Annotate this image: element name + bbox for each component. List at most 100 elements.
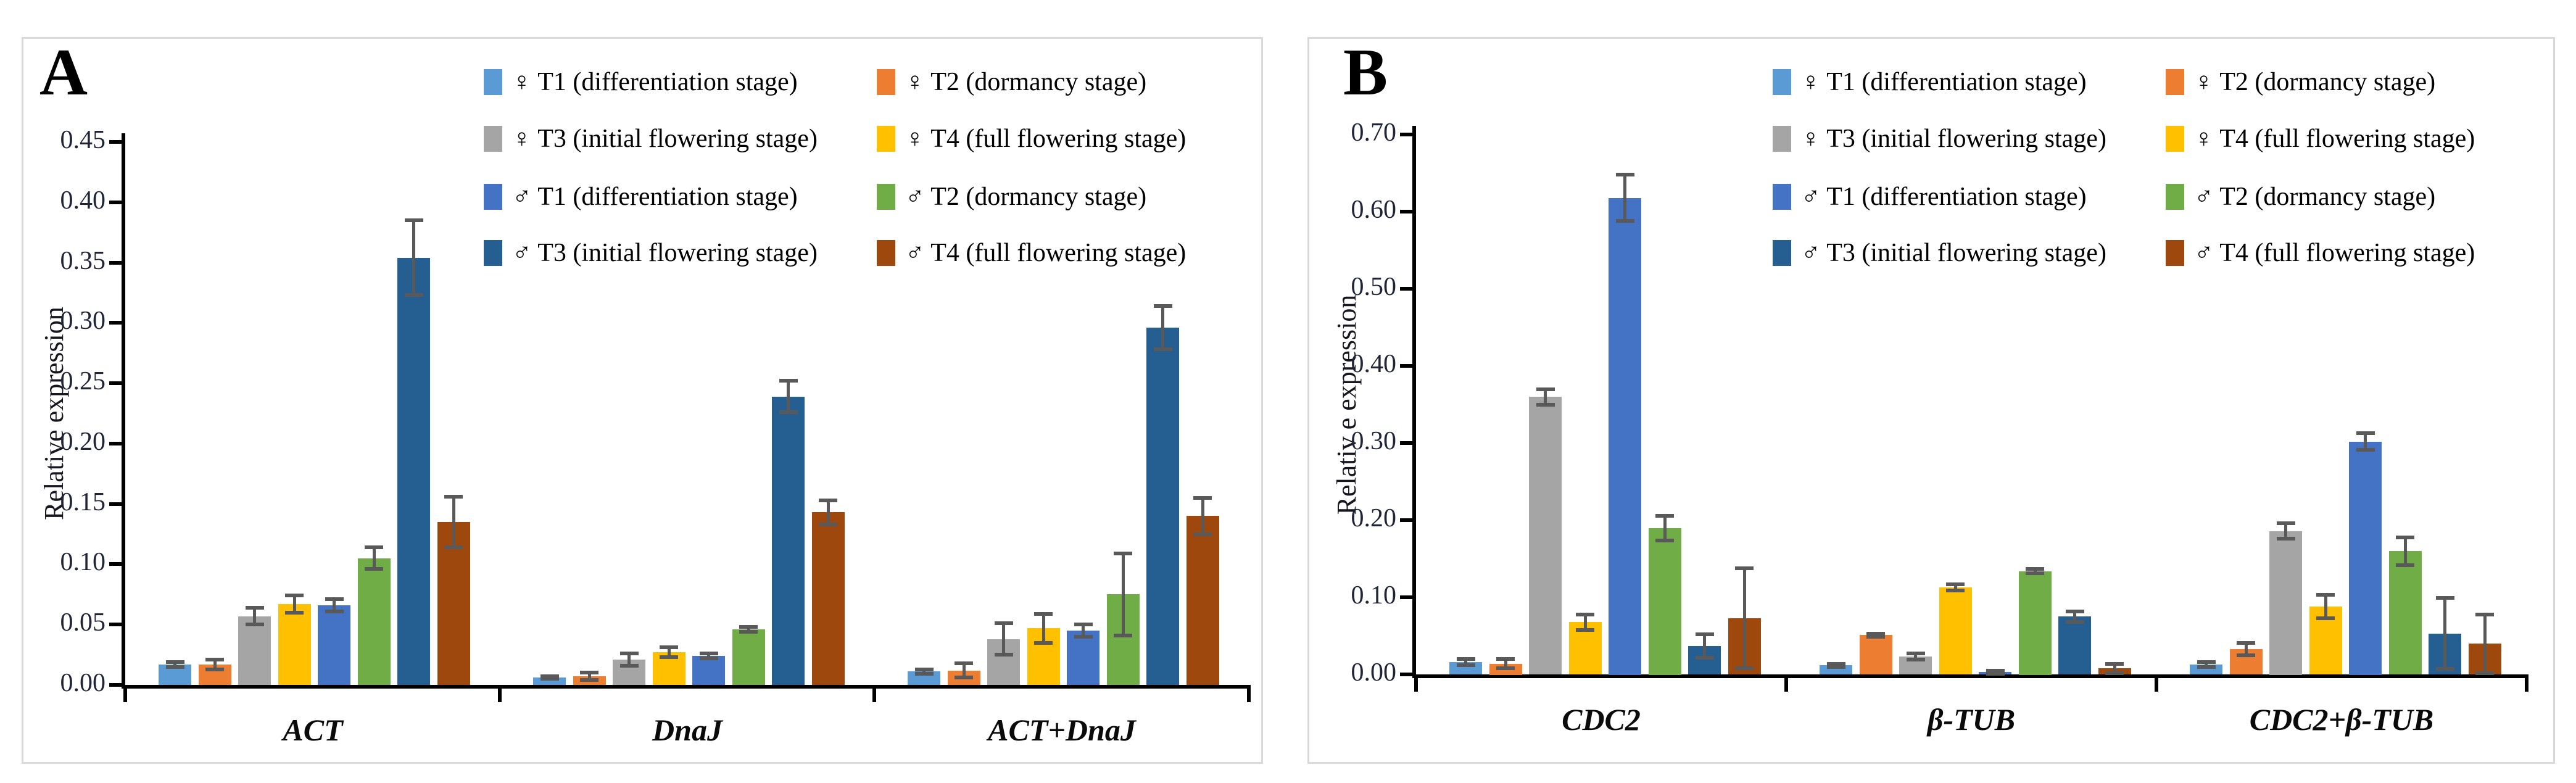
error-bar bbox=[1082, 624, 1085, 637]
error-bar bbox=[995, 653, 1013, 657]
bar bbox=[1187, 516, 1219, 685]
legend-label: ♂ T4 (full flowering stage) bbox=[905, 239, 1187, 267]
error-bar bbox=[246, 623, 264, 626]
error-bar bbox=[166, 665, 184, 669]
error-bar bbox=[588, 673, 591, 680]
error-bar bbox=[700, 657, 718, 660]
error-bar bbox=[1655, 514, 1674, 518]
error-bar bbox=[1827, 662, 1845, 666]
bar bbox=[358, 558, 391, 685]
error-bar bbox=[1735, 566, 1754, 570]
y-tick bbox=[109, 683, 122, 687]
y-tick-label: 0.10 bbox=[60, 548, 106, 576]
legend-swatch bbox=[1773, 126, 1791, 152]
y-tick-label: 0.20 bbox=[1351, 504, 1397, 532]
legend-label: ♀ T3 (initial flowering stage) bbox=[512, 125, 818, 153]
bar bbox=[437, 522, 470, 685]
y-tick-label: 0.00 bbox=[60, 669, 106, 697]
legend-swatch bbox=[484, 126, 502, 152]
legend-label: ♀ T2 (dormancy stage) bbox=[905, 68, 1147, 96]
legend-item: ♀ T1 (differentiation stage) bbox=[484, 65, 798, 99]
error-bar bbox=[1464, 659, 1467, 665]
error-bar bbox=[1914, 653, 1917, 660]
y-tick bbox=[1400, 364, 1412, 368]
y-tick bbox=[1400, 518, 1412, 522]
bar bbox=[1609, 198, 1641, 675]
y-tick bbox=[109, 140, 122, 144]
y-tick bbox=[109, 562, 122, 566]
error-bar bbox=[2364, 433, 2367, 450]
error-bar bbox=[2356, 448, 2375, 452]
error-bar bbox=[2197, 665, 2216, 669]
legend-label: ♀ T3 (initial flowering stage) bbox=[1801, 125, 2106, 153]
bar bbox=[2269, 531, 2302, 675]
y-tick bbox=[109, 442, 122, 445]
bar bbox=[1649, 528, 1681, 675]
error-bar bbox=[668, 647, 671, 657]
error-bar bbox=[627, 653, 631, 666]
error-bar bbox=[1161, 306, 1164, 349]
bar bbox=[2058, 616, 2091, 674]
error-bar bbox=[707, 653, 710, 658]
error-bar bbox=[1002, 623, 1005, 655]
bar bbox=[238, 616, 271, 685]
error-bar bbox=[739, 630, 758, 634]
legend-item: ♂ T3 (initial flowering stage) bbox=[484, 236, 818, 270]
legend-item: ♂ T4 (full flowering stage) bbox=[877, 236, 1186, 270]
bar bbox=[318, 605, 350, 685]
group-label: ACT+DnaJ bbox=[988, 713, 1136, 747]
group-label: β-TUB bbox=[1927, 702, 2016, 737]
error-bar bbox=[1954, 584, 1957, 590]
error-bar bbox=[1696, 632, 1714, 636]
error-bar bbox=[1946, 582, 1965, 586]
y-tick-label: 0.40 bbox=[60, 186, 106, 215]
legend-item: ♀ T4 (full flowering stage) bbox=[2166, 122, 2475, 155]
error-bar bbox=[1866, 632, 1885, 636]
error-bar bbox=[2396, 563, 2414, 567]
error-bar bbox=[995, 621, 1013, 625]
y-axis bbox=[122, 133, 125, 689]
panel-label: B bbox=[1343, 36, 1388, 109]
y-tick-label: 0.15 bbox=[60, 488, 106, 516]
bar bbox=[812, 512, 845, 685]
y-tick-label: 0.45 bbox=[60, 126, 106, 154]
error-bar bbox=[1544, 389, 1547, 405]
legend-item: ♀ T3 (initial flowering stage) bbox=[1773, 122, 2106, 155]
legend-label: ♀ T1 (differentiation stage) bbox=[1801, 68, 2087, 96]
plot-area: 0.00 0.05 0.10 0.15 0.20 0.25 0.30 0.35 0.40 0.45… bbox=[23, 39, 1261, 762]
legend-label: ♂ T1 (differentiation stage) bbox=[1801, 183, 2087, 211]
error-bar bbox=[955, 676, 973, 679]
error-bar bbox=[205, 658, 224, 661]
legend-swatch bbox=[1773, 240, 1791, 266]
error-bar bbox=[779, 379, 798, 383]
error-bar bbox=[173, 662, 176, 667]
legend-item: ♂ T2 (dormancy stage) bbox=[2166, 180, 2435, 213]
error-bar bbox=[2475, 613, 2494, 616]
error-bar bbox=[2324, 595, 2327, 618]
legend-swatch bbox=[877, 240, 895, 266]
group-label: DnaJ bbox=[652, 713, 723, 747]
error-bar bbox=[1074, 635, 1093, 639]
error-bar bbox=[2026, 571, 2044, 575]
error-bar bbox=[1576, 628, 1594, 632]
y-tick bbox=[1400, 441, 1412, 445]
y-tick bbox=[1400, 595, 1412, 599]
legend-swatch bbox=[2166, 184, 2184, 210]
legend-label: ♂ T1 (differentiation stage) bbox=[512, 183, 798, 211]
error-bar bbox=[1663, 516, 1667, 541]
error-bar bbox=[1122, 553, 1125, 636]
group-label: ACT bbox=[283, 713, 343, 747]
error-bar bbox=[325, 597, 344, 601]
error-bar bbox=[580, 678, 598, 682]
y-tick-label: 0.30 bbox=[1351, 427, 1397, 455]
legend: ♀ T1 (differentiation stage) ♀ T2 (dorman… bbox=[23, 39, 1261, 762]
bar bbox=[1067, 631, 1100, 685]
legend-label: ♂ T4 (full flowering stage) bbox=[2194, 239, 2475, 267]
error-bar bbox=[827, 500, 830, 524]
legend-swatch bbox=[877, 69, 895, 95]
legend-item: ♂ T4 (full flowering stage) bbox=[2166, 236, 2475, 270]
error-bar bbox=[2026, 567, 2044, 571]
legend-item: ♂ T1 (differentiation stage) bbox=[1773, 180, 2087, 213]
legend-label: ♀ T2 (dormancy stage) bbox=[2194, 68, 2436, 96]
x-axis bbox=[122, 685, 1251, 689]
